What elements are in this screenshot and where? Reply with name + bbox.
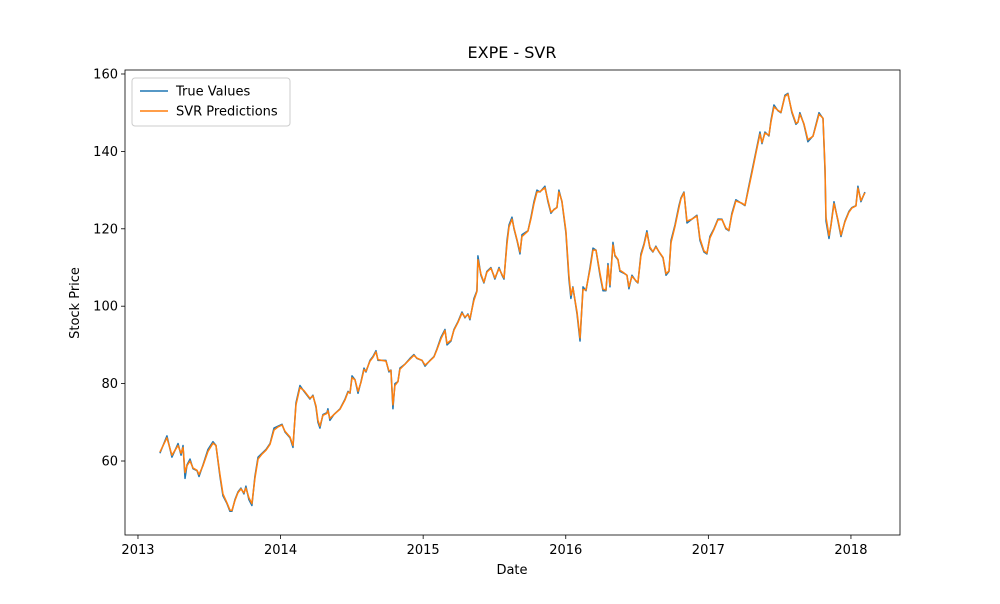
y-tick-label: 80 xyxy=(101,377,118,392)
y-tick-label: 60 xyxy=(101,455,118,470)
x-tick-label: 2018 xyxy=(834,543,867,558)
legend-box xyxy=(131,77,291,127)
legend-label: True Values xyxy=(175,85,250,100)
x-tick-label: 2014 xyxy=(264,543,297,558)
y-tick-label: 140 xyxy=(93,145,118,160)
legend: True Values SVR Predictions xyxy=(131,77,291,127)
y-tick-label: 120 xyxy=(93,222,118,237)
plot-frame xyxy=(124,69,901,536)
x-tick-label: 2013 xyxy=(121,543,154,558)
y-axis-label: Stock Price xyxy=(68,267,83,339)
y-tick-label: 160 xyxy=(93,67,118,82)
series-line xyxy=(159,92,866,513)
x-tick-label: 2016 xyxy=(549,543,582,558)
x-tick-label: 2015 xyxy=(407,543,440,558)
chart-title: EXPE - SVR xyxy=(468,43,557,62)
x-axis-label: Date xyxy=(496,563,527,578)
x-tick-label: 2017 xyxy=(692,543,725,558)
series-line xyxy=(159,93,866,512)
legend-label: SVR Predictions xyxy=(176,105,278,120)
y-tick-label: 100 xyxy=(93,300,118,315)
